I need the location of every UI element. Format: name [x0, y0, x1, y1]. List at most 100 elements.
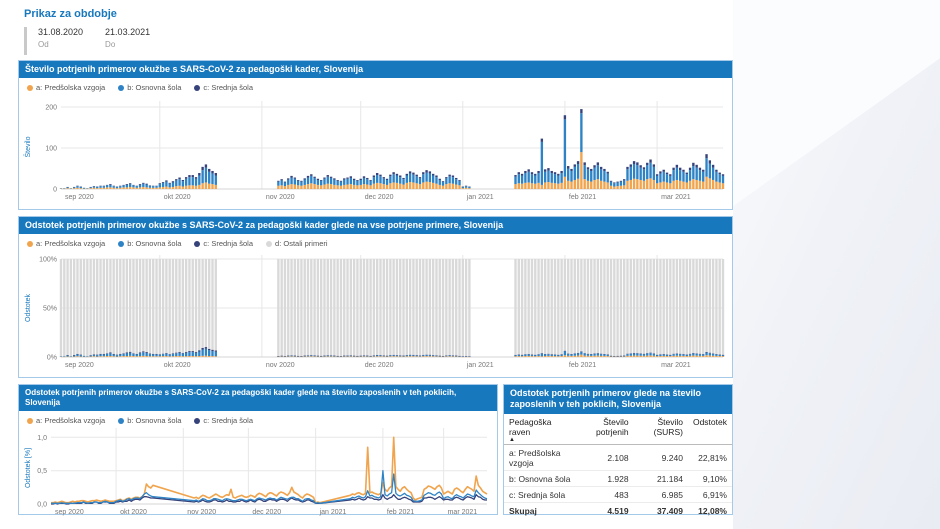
sort-ascending-icon[interactable]: ▲ [509, 436, 515, 443]
legend-item[interactable]: c: Srednja šola [194, 83, 253, 92]
svg-text:0: 0 [53, 187, 57, 194]
table-cell[interactable]: 22,81% [687, 444, 732, 472]
table-cell[interactable]: c: Srednja šola [504, 486, 576, 504]
legend-dot-icon [194, 417, 201, 424]
svg-text:feb 2021: feb 2021 [387, 509, 414, 516]
chart-legend: a: Predšolska vzgoja b: Osnovna šola c: Sr… [19, 411, 497, 426]
svg-text:sep 2020: sep 2020 [55, 509, 84, 516]
legend-item[interactable]: a: Predšolska vzgoja [27, 239, 105, 248]
table-cell[interactable]: 9.240 [633, 444, 688, 472]
svg-text:jan 2021: jan 2021 [466, 194, 494, 201]
table-row[interactable]: c: Srednja šola 483 6.985 6,91% [504, 486, 732, 504]
page-title: Prikaz za obdobje [24, 8, 117, 20]
svg-text:dec 2020: dec 2020 [252, 509, 281, 516]
legend-item[interactable]: b: Osnovna šola [118, 416, 181, 425]
slicer-to-label: Do [105, 40, 116, 49]
svg-text:200: 200 [45, 105, 57, 112]
legend-label: b: Osnovna šola [127, 416, 182, 425]
panel-summary-table: Odstotek potrjenih primerov glede na šte… [503, 384, 733, 519]
table-row[interactable]: a: Predšolska vzgoja 2.108 9.240 22,81% [504, 444, 732, 472]
table-row[interactable]: b: Osnovna šola 1.928 21.184 9,10% [504, 470, 732, 488]
legend-label: a: Predšolska vzgoja [36, 83, 106, 93]
column-header-pedagoska-raven[interactable]: Pedagoška raven ▲ [504, 413, 576, 446]
chart-title: Število potrjenih primerov okužbe s SARS… [19, 61, 732, 79]
svg-text:Število: Število [23, 137, 32, 158]
table-total-row: Skupaj 4.519 37.409 12,08% [504, 502, 732, 519]
svg-text:sep 2020: sep 2020 [65, 362, 94, 369]
total-odstotek: 12,08% [687, 502, 732, 519]
table-cell[interactable]: 2.108 [575, 444, 634, 472]
table-cell[interactable]: b: Osnovna šola [504, 470, 576, 488]
legend-dot-icon [27, 417, 33, 424]
legend-dot-icon [194, 240, 201, 247]
chart-title: Odstotek potrjenih primerov okužbe s SAR… [19, 217, 732, 235]
table-cell[interactable]: 483 [575, 486, 634, 504]
svg-text:nov 2020: nov 2020 [266, 362, 295, 369]
slicer-from-value[interactable]: 31.08.2020 [38, 27, 84, 37]
legend-dot-icon [118, 84, 125, 91]
legend-label: b: Osnovna šola [127, 239, 182, 249]
slicer-from-label: Od [38, 40, 49, 49]
svg-text:okt 2020: okt 2020 [120, 509, 147, 516]
total-label: Skupaj [504, 502, 576, 519]
legend-item[interactable]: a: Predšolska vzgoja [27, 416, 105, 425]
line-chart-canvas[interactable]: 0,0 0,5 1,0 sep 2020 okt 2020 nov 2020 dec 202… [19, 426, 497, 526]
column-header-stevilo-surs[interactable]: Število (SURS) [633, 413, 688, 446]
table-cell[interactable]: 1.928 [575, 470, 634, 488]
table-cell[interactable]: 9,10% [687, 470, 732, 488]
svg-text:100%: 100% [39, 257, 57, 264]
legend-dot-icon [118, 240, 125, 247]
legend-item[interactable]: c: Srednja šola [194, 416, 253, 425]
table-cell[interactable]: a: Predšolska vzgoja [504, 444, 576, 472]
stacked-bar-chart-canvas[interactable]: 0 100 200 sep 2020 okt 2020 nov 2020 dec 2020 j… [19, 93, 732, 211]
chart-legend: a: Predšolska vzgoja b: Osnovna šola c: Sr… [19, 78, 732, 93]
total-stevilo-surs: 37.409 [633, 502, 688, 519]
svg-text:0,5: 0,5 [37, 468, 47, 475]
svg-text:jan 2021: jan 2021 [319, 509, 347, 516]
column-header-odstotek[interactable]: Odstotek [687, 413, 732, 446]
slicer-from-field[interactable]: 31.08.2020 Od [38, 27, 83, 49]
legend-item[interactable]: b: Osnovna šola [118, 83, 181, 92]
total-stevilo-potrjenih: 4.519 [575, 502, 634, 519]
chart-svg[interactable]: 0,0 0,5 1,0 sep 2020 okt 2020 nov 2020 dec 202… [19, 426, 497, 521]
svg-text:okt 2020: okt 2020 [164, 194, 191, 201]
legend-label: d: Ostali primeri [275, 239, 328, 249]
svg-text:nov 2020: nov 2020 [187, 509, 216, 516]
svg-text:sep 2020: sep 2020 [65, 194, 94, 201]
legend-item[interactable]: d: Ostali primeri [266, 239, 328, 248]
percent-stacked-bar-chart-canvas[interactable]: 0% 50% 100% sep 2020 okt 2020 nov 2020 dec 202… [19, 249, 732, 380]
legend-label: b: Osnovna šola [127, 83, 182, 93]
legend-label: c: Srednja šola [203, 416, 254, 425]
chart-svg[interactable]: 0 100 200 sep 2020 okt 2020 nov 2020 dec 2020 j… [19, 93, 732, 206]
legend-dot-icon [194, 84, 201, 91]
legend-dot-icon [27, 240, 33, 247]
svg-text:Odstotek [%]: Odstotek [%] [25, 448, 32, 488]
slicer-to-value[interactable]: 21.03.2021 [105, 27, 151, 37]
legend-item[interactable]: a: Predšolska vzgoja [27, 83, 105, 92]
table-cell[interactable]: 6.985 [633, 486, 688, 504]
svg-text:jan 2021: jan 2021 [466, 362, 494, 369]
legend-item[interactable]: b: Osnovna šola [118, 239, 181, 248]
table-cell[interactable]: 21.184 [633, 470, 688, 488]
svg-text:100: 100 [45, 146, 57, 153]
svg-text:okt 2020: okt 2020 [164, 362, 191, 369]
svg-text:nov 2020: nov 2020 [266, 194, 295, 201]
svg-text:feb 2021: feb 2021 [569, 362, 596, 369]
column-header-stevilo-potrjenih[interactable]: Število potrjenih [575, 413, 634, 446]
legend-item[interactable]: c: Srednja šola [194, 239, 253, 248]
svg-text:mar 2021: mar 2021 [448, 509, 478, 516]
panel-percent-of-employed-chart: Odstotek potrjenih primerov okužbe s SAR… [18, 384, 498, 516]
chart-title: Odstotek potrjenih primerov okužbe s SAR… [19, 385, 497, 411]
table-title: Odstotek potrjenih primerov glede na šte… [504, 385, 732, 414]
table-header-row: Pedagoška raven ▲ Število potrjenih Štev… [504, 413, 732, 446]
svg-text:mar 2021: mar 2021 [661, 362, 691, 369]
svg-text:50%: 50% [43, 306, 57, 313]
legend-dot-icon [118, 417, 125, 424]
summary-table: Pedagoška raven ▲ Število potrjenih Štev… [504, 413, 732, 519]
table-cell[interactable]: 6,91% [687, 486, 732, 504]
panel-percent-of-all-cases-chart: Odstotek potrjenih primerov okužbe s SAR… [18, 216, 733, 378]
slicer-to-field[interactable]: 21.03.2021 Do [105, 27, 150, 49]
chart-svg[interactable]: 0% 50% 100% sep 2020 okt 2020 nov 2020 dec 202… [19, 249, 732, 375]
svg-text:1,0: 1,0 [37, 435, 47, 442]
date-range-slicer[interactable]: 31.08.2020 Od 21.03.2021 Do [24, 27, 172, 55]
